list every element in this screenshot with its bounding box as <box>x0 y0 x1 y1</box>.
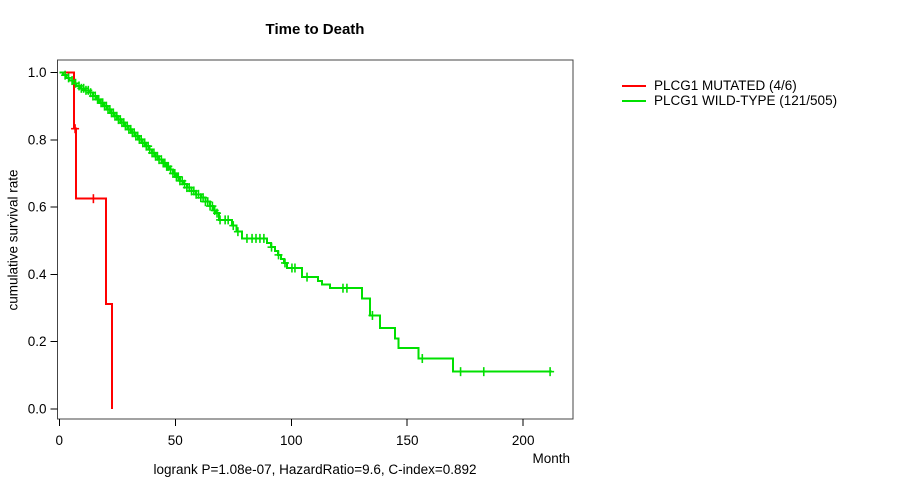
series-1-curve <box>59 71 552 373</box>
x-tick-label: 150 <box>396 433 419 448</box>
legend-item-wildtype: PLCG1 WILD-TYPE (121/505) <box>622 93 837 108</box>
legend-label-mutated: PLCG1 MUTATED (4/6) <box>654 78 797 93</box>
x-tick-label: 0 <box>56 433 64 448</box>
y-tick-label: 0.4 <box>28 267 47 282</box>
legend-item-mutated: PLCG1 MUTATED (4/6) <box>622 78 837 93</box>
y-tick-label: 0.0 <box>28 402 47 417</box>
plot-border <box>57 59 574 420</box>
x-axis-title: Month <box>532 451 570 466</box>
series-0-curve <box>59 71 114 409</box>
legend-label-wildtype: PLCG1 WILD-TYPE (121/505) <box>654 93 838 108</box>
x-tick-label: 200 <box>512 433 535 448</box>
legend-line-mutated-icon <box>622 84 646 87</box>
x-tick-label: 100 <box>280 433 303 448</box>
y-tick-label: 0.6 <box>28 200 47 215</box>
x-tick-label: 50 <box>168 433 183 448</box>
stats-footer: logrank P=1.08e-07, HazardRatio=9.6, C-i… <box>153 462 477 477</box>
y-tick-label: 1.0 <box>28 65 47 80</box>
legend: PLCG1 MUTATED (4/6) PLCG1 WILD-TYPE (121… <box>622 78 837 108</box>
legend-line-wildtype-icon <box>622 99 646 102</box>
y-axis-title: cumulative survival rate <box>5 169 21 311</box>
y-tick-label: 0.8 <box>28 132 47 147</box>
chart-title: Time to Death <box>265 21 365 38</box>
y-tick-label: 0.2 <box>28 334 47 349</box>
